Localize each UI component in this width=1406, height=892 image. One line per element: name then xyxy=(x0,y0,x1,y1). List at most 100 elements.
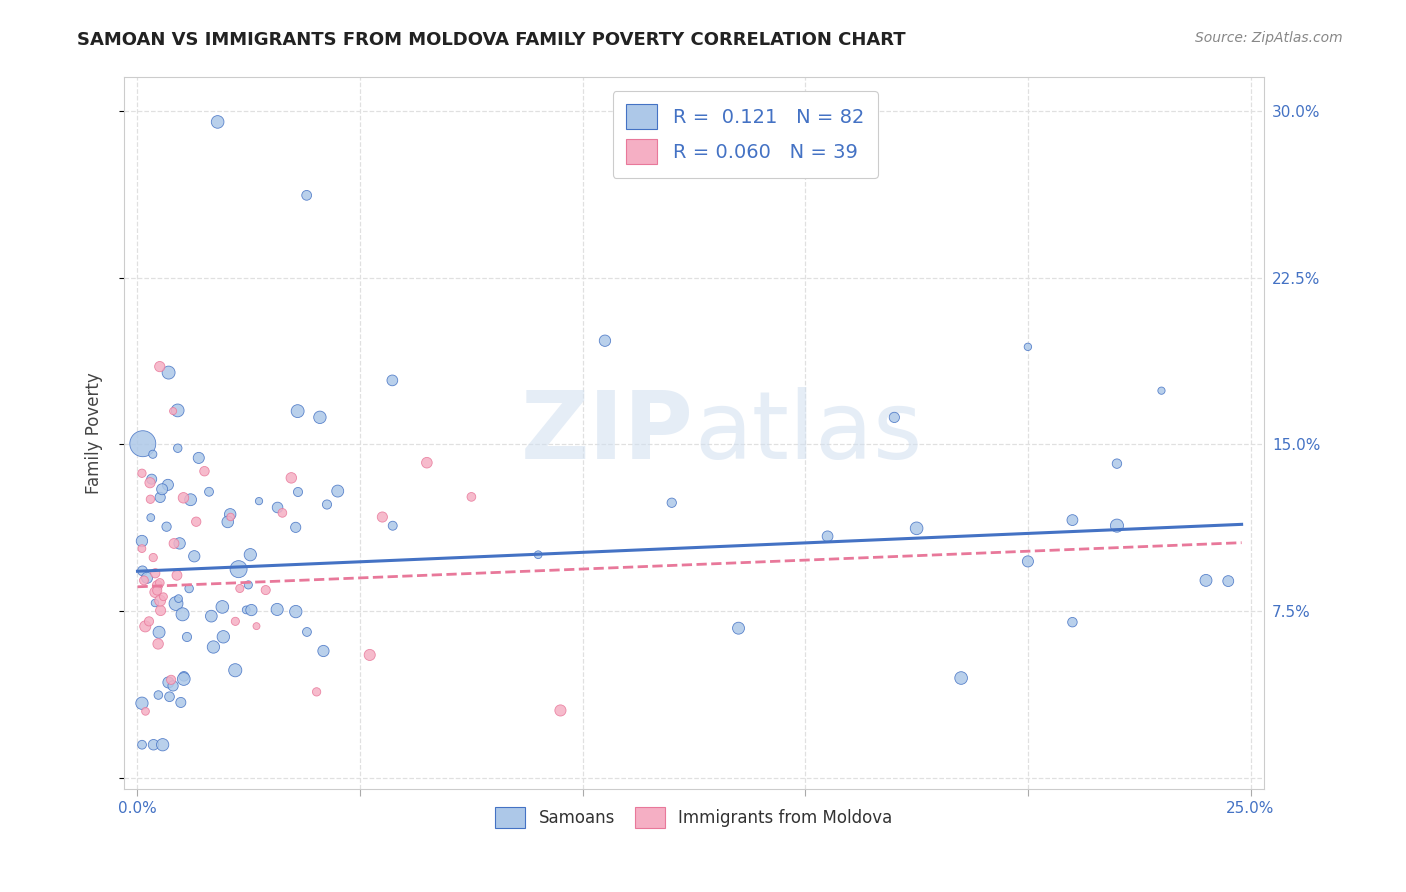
Point xyxy=(228,562,250,576)
Text: Source: ZipAtlas.com: Source: ZipAtlas.com xyxy=(1195,31,1343,45)
Point xyxy=(131,696,153,710)
Text: ZIP: ZIP xyxy=(522,387,695,479)
Point xyxy=(146,583,169,598)
Point xyxy=(371,510,394,524)
Point xyxy=(132,436,155,450)
Point xyxy=(157,675,180,690)
Point xyxy=(186,515,208,529)
Point xyxy=(239,548,262,562)
Point xyxy=(139,475,162,490)
Point xyxy=(172,491,194,505)
Point xyxy=(149,603,172,617)
Point xyxy=(316,498,339,512)
Point xyxy=(284,520,307,534)
Point xyxy=(150,482,173,496)
Point xyxy=(163,536,186,550)
Point xyxy=(381,373,404,387)
Point xyxy=(266,500,288,515)
Point xyxy=(187,450,209,465)
Point xyxy=(132,574,155,588)
Point xyxy=(247,494,270,508)
Point xyxy=(817,529,839,543)
Point xyxy=(169,536,191,550)
Point xyxy=(245,619,267,633)
Point xyxy=(219,510,242,524)
Point xyxy=(156,478,179,492)
Point xyxy=(148,688,170,702)
Point xyxy=(131,738,153,752)
Point xyxy=(138,615,160,629)
Point xyxy=(139,510,162,524)
Point xyxy=(235,603,257,617)
Point xyxy=(142,550,165,565)
Point xyxy=(1017,554,1039,568)
Point xyxy=(131,541,153,556)
Point xyxy=(287,404,309,418)
Point xyxy=(883,410,905,425)
Point xyxy=(295,624,318,639)
Point xyxy=(284,605,307,619)
Point xyxy=(172,607,194,622)
Point xyxy=(198,484,221,499)
Point xyxy=(179,582,201,596)
Point xyxy=(149,593,172,607)
Point xyxy=(142,447,165,461)
Point xyxy=(527,548,550,562)
Point xyxy=(1105,518,1128,533)
Point xyxy=(217,515,239,529)
Point xyxy=(170,696,193,710)
Point xyxy=(211,599,233,614)
Point xyxy=(149,575,172,590)
Point xyxy=(176,630,198,644)
Point xyxy=(1218,574,1240,588)
Point xyxy=(238,578,260,592)
Point xyxy=(134,704,156,718)
Point xyxy=(212,630,235,644)
Point xyxy=(173,672,195,686)
Point xyxy=(1062,615,1084,630)
Text: atlas: atlas xyxy=(695,387,922,479)
Point xyxy=(240,603,263,617)
Point xyxy=(287,485,309,500)
Point xyxy=(207,115,229,129)
Point xyxy=(266,602,288,616)
Point xyxy=(1017,340,1039,354)
Point xyxy=(229,582,252,596)
Point xyxy=(180,492,202,507)
Point xyxy=(160,673,183,687)
Point xyxy=(254,583,277,598)
Point xyxy=(162,679,184,693)
Point xyxy=(157,366,180,380)
Point xyxy=(139,492,162,507)
Text: SAMOAN VS IMMIGRANTS FROM MOLDOVA FAMILY POVERTY CORRELATION CHART: SAMOAN VS IMMIGRANTS FROM MOLDOVA FAMILY… xyxy=(77,31,905,49)
Point xyxy=(155,519,177,533)
Point xyxy=(166,403,188,417)
Point xyxy=(1062,513,1084,527)
Y-axis label: Family Poverty: Family Poverty xyxy=(86,373,103,494)
Point xyxy=(359,648,381,662)
Point xyxy=(152,738,174,752)
Point xyxy=(143,596,166,610)
Point xyxy=(159,690,181,704)
Point xyxy=(305,685,328,699)
Point xyxy=(905,521,928,535)
Point xyxy=(727,621,749,635)
Point xyxy=(550,703,572,717)
Point xyxy=(166,568,188,582)
Point xyxy=(950,671,973,685)
Point xyxy=(193,464,215,478)
Point xyxy=(183,549,205,564)
Point xyxy=(142,738,165,752)
Point xyxy=(1150,384,1173,398)
Legend: Samoans, Immigrants from Moldova: Samoans, Immigrants from Moldova xyxy=(489,801,900,834)
Point xyxy=(280,471,302,485)
Point xyxy=(1195,574,1218,588)
Point xyxy=(165,597,187,611)
Point xyxy=(219,508,242,522)
Point xyxy=(416,456,439,470)
Point xyxy=(131,467,153,481)
Point xyxy=(146,578,169,592)
Point xyxy=(131,564,153,578)
Point xyxy=(152,590,174,604)
Point xyxy=(134,619,156,633)
